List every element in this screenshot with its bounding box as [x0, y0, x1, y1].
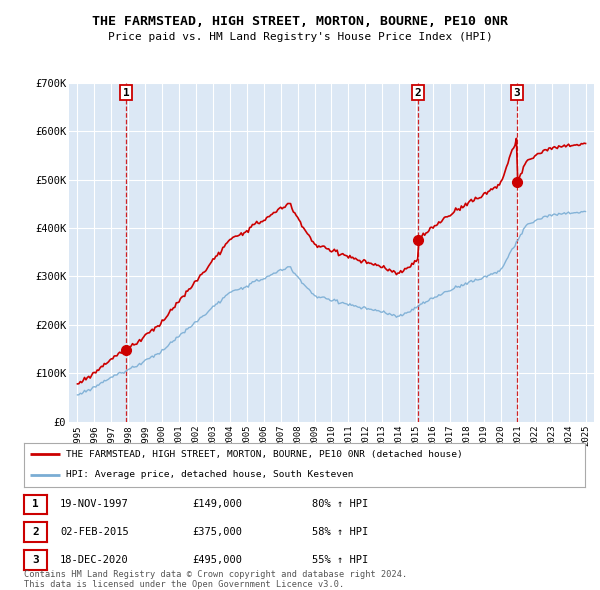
Text: 55% ↑ HPI: 55% ↑ HPI	[312, 555, 368, 565]
Text: 18-DEC-2020: 18-DEC-2020	[60, 555, 129, 565]
Text: 2: 2	[415, 88, 421, 98]
Text: Price paid vs. HM Land Registry's House Price Index (HPI): Price paid vs. HM Land Registry's House …	[107, 32, 493, 42]
Text: 58% ↑ HPI: 58% ↑ HPI	[312, 527, 368, 537]
Text: 1: 1	[32, 500, 39, 509]
Text: 1: 1	[123, 88, 130, 98]
Text: £495,000: £495,000	[192, 555, 242, 565]
Text: Contains HM Land Registry data © Crown copyright and database right 2024.
This d: Contains HM Land Registry data © Crown c…	[24, 570, 407, 589]
Text: THE FARMSTEAD, HIGH STREET, MORTON, BOURNE, PE10 0NR: THE FARMSTEAD, HIGH STREET, MORTON, BOUR…	[92, 15, 508, 28]
Text: THE FARMSTEAD, HIGH STREET, MORTON, BOURNE, PE10 0NR (detached house): THE FARMSTEAD, HIGH STREET, MORTON, BOUR…	[66, 450, 463, 459]
Text: 2: 2	[32, 527, 39, 537]
Text: 3: 3	[514, 88, 520, 98]
Text: HPI: Average price, detached house, South Kesteven: HPI: Average price, detached house, Sout…	[66, 470, 353, 479]
Text: £149,000: £149,000	[192, 500, 242, 509]
Text: 3: 3	[32, 555, 39, 565]
Text: 02-FEB-2015: 02-FEB-2015	[60, 527, 129, 537]
Text: 19-NOV-1997: 19-NOV-1997	[60, 500, 129, 509]
Text: £375,000: £375,000	[192, 527, 242, 537]
Text: 80% ↑ HPI: 80% ↑ HPI	[312, 500, 368, 509]
